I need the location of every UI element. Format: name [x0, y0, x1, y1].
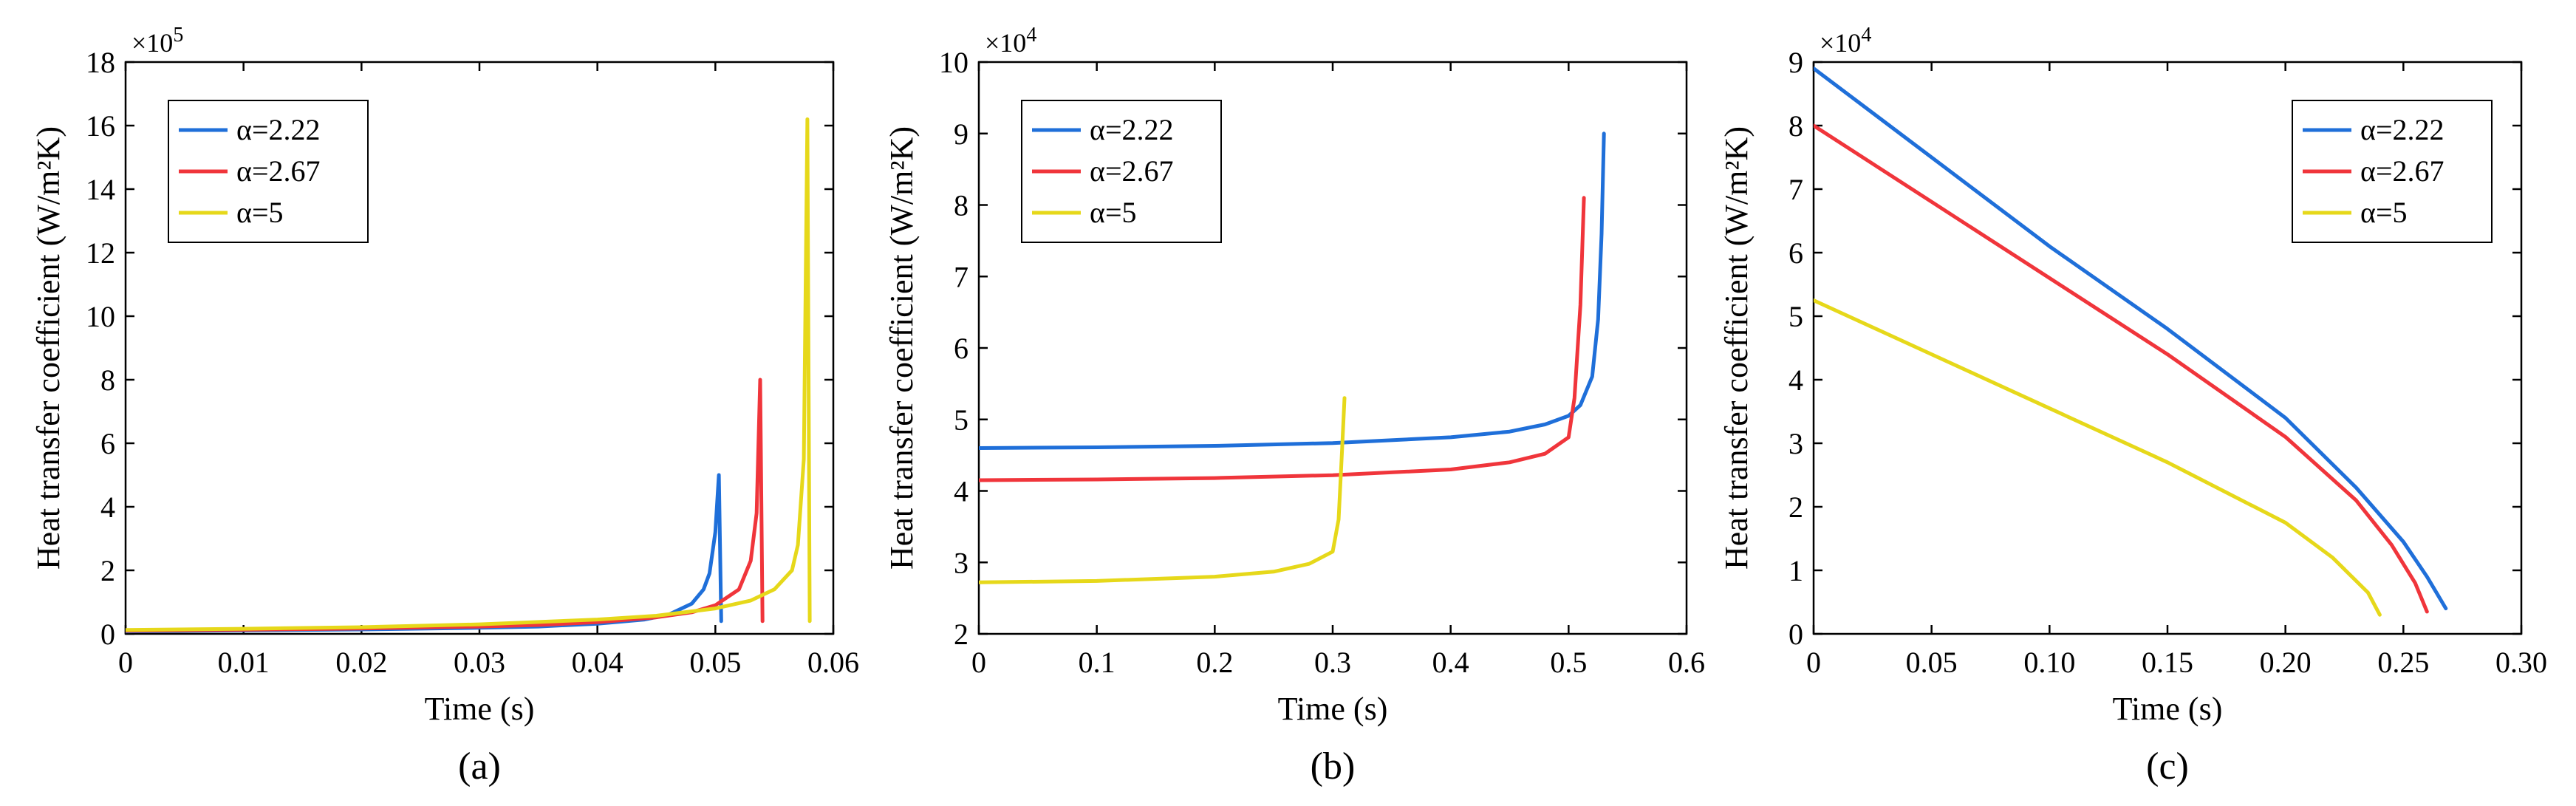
x-tick-label: 0.5 [1550, 646, 1587, 679]
y-tick-label: 18 [86, 46, 115, 79]
legend-label: α=2.22 [1090, 113, 1174, 146]
y-tick-label: 4 [100, 491, 115, 524]
panel-caption: (b) [1311, 745, 1356, 788]
x-tick-label: 0.30 [2495, 646, 2547, 679]
legend-label: α=2.67 [236, 154, 321, 188]
x-tick-label: 0 [1806, 646, 1821, 679]
legend-label: α=5 [1090, 196, 1137, 229]
y-tick-label: 1 [1788, 554, 1803, 587]
series-line-alpha-2-22 [979, 132, 1606, 450]
y-tick-label: 2 [1788, 491, 1803, 524]
legend-label: α=2.22 [236, 113, 321, 146]
y-tick-label: 9 [954, 117, 968, 151]
y-tick-label: 3 [1788, 427, 1803, 460]
y-tick-label: 16 [86, 109, 115, 143]
x-tick-label: 0.20 [2260, 646, 2312, 679]
x-tick-label: 0.04 [572, 646, 623, 679]
y-tick-label: 6 [1788, 236, 1803, 270]
y-tick-label: 9 [1788, 46, 1803, 79]
y-tick-label: 10 [86, 300, 115, 333]
y-tick-label: 7 [954, 260, 968, 293]
series-line-alpha-2-22 [126, 473, 723, 634]
exponent-power: 4 [1861, 24, 1871, 47]
legend-label: α=2.67 [1090, 154, 1174, 188]
x-tick-label: 0.03 [454, 646, 505, 679]
series-line-alpha-5 [126, 117, 812, 632]
y-exponent-label: ×104 [1820, 24, 1871, 58]
y-tick-label: 6 [954, 332, 968, 365]
x-tick-label: 0.15 [2142, 646, 2193, 679]
x-tick-label: 0.25 [2377, 646, 2429, 679]
y-tick-label: 5 [1788, 300, 1803, 333]
legend: α=2.22 α=2.67 α=5 [168, 100, 369, 243]
y-tick-label: 3 [954, 546, 968, 579]
x-tick-label: 0.05 [1906, 646, 1958, 679]
series-line-alpha-2-67 [126, 378, 765, 633]
x-tick-label: 0.10 [2023, 646, 2075, 679]
y-tick-label: 8 [100, 363, 115, 397]
y-tick-label: 6 [100, 427, 115, 460]
y-tick-label: 4 [1788, 363, 1803, 397]
x-tick-label: 0 [971, 646, 986, 679]
x-tick-label: 0 [118, 646, 133, 679]
exponent-base: ×10 [131, 28, 173, 58]
series-line-alpha-2-22 [1814, 66, 2448, 611]
x-tick-label: 0.4 [1432, 646, 1469, 679]
y-exponent-label: ×104 [985, 24, 1036, 58]
legend: α=2.22 α=2.67 α=5 [2292, 100, 2493, 243]
legend-label: α=5 [2360, 196, 2408, 229]
panel-caption: (c) [2146, 745, 2189, 788]
exponent-power: 4 [1026, 24, 1036, 47]
series-line-alpha-2-67 [1814, 123, 2429, 614]
legend-label: α=5 [236, 196, 284, 229]
y-tick-label: 5 [954, 403, 968, 437]
y-axis-label: Heat transfer coefficient (W/m²K) [30, 126, 66, 570]
x-tick-label: 0.06 [807, 646, 859, 679]
legend-label: α=2.67 [2360, 154, 2445, 188]
chart-panel-a: 0 0.01 0.02 0.03 0.04 0.05 0.06 0 2 4 6 8 10 12 14 16 18… [30, 24, 859, 788]
y-tick-label: 0 [100, 618, 115, 651]
legend: α=2.22 α=2.67 α=5 [1021, 100, 1222, 243]
series-line-alpha-2-67 [979, 196, 1586, 482]
y-tick-label: 8 [1788, 109, 1803, 143]
y-tick-label: 4 [954, 475, 968, 508]
series-lines [1814, 66, 2448, 617]
y-tick-label: 7 [1788, 173, 1803, 206]
exponent-base: ×10 [985, 28, 1026, 58]
x-tick-label: 0.05 [689, 646, 741, 679]
exponent-power: 5 [173, 24, 183, 47]
x-tick-label: 0.02 [335, 646, 387, 679]
series-lines [979, 132, 1606, 584]
y-exponent-label: ×105 [131, 24, 183, 58]
series-lines [126, 117, 812, 634]
y-tick-label: 2 [100, 554, 115, 587]
x-tick-label: 0.2 [1196, 646, 1233, 679]
y-tick-label: 10 [939, 46, 968, 79]
x-tick-label: 0.01 [218, 646, 270, 679]
y-tick-label: 12 [86, 236, 115, 270]
y-tick-label: 8 [954, 189, 968, 222]
panel-caption: (a) [458, 745, 501, 788]
series-line-alpha-5 [979, 396, 1347, 584]
y-tick-label: 2 [954, 618, 968, 651]
x-axis-label: Time (s) [1278, 691, 1388, 727]
x-axis-label: Time (s) [425, 691, 535, 727]
chart-panel-c: 0 0.05 0.10 0.15 0.20 0.25 0.300123456789×104T… [1718, 24, 2547, 788]
y-tick-label: 14 [86, 173, 115, 206]
x-axis-label: Time (s) [2113, 691, 2223, 727]
x-tick-label: 0.1 [1079, 646, 1116, 679]
y-tick-label: 0 [1788, 618, 1803, 651]
x-tick-label: 0.6 [1668, 646, 1705, 679]
x-tick-label: 0.3 [1314, 646, 1351, 679]
y-axis-label: Heat transfer coefficient (W/m²K) [1718, 126, 1755, 570]
y-axis-label: Heat transfer coefficient (W/m²K) [884, 126, 920, 570]
exponent-base: ×10 [1820, 28, 1861, 58]
series-line-alpha-5 [1814, 298, 2382, 617]
legend-label: α=2.22 [2360, 113, 2445, 146]
